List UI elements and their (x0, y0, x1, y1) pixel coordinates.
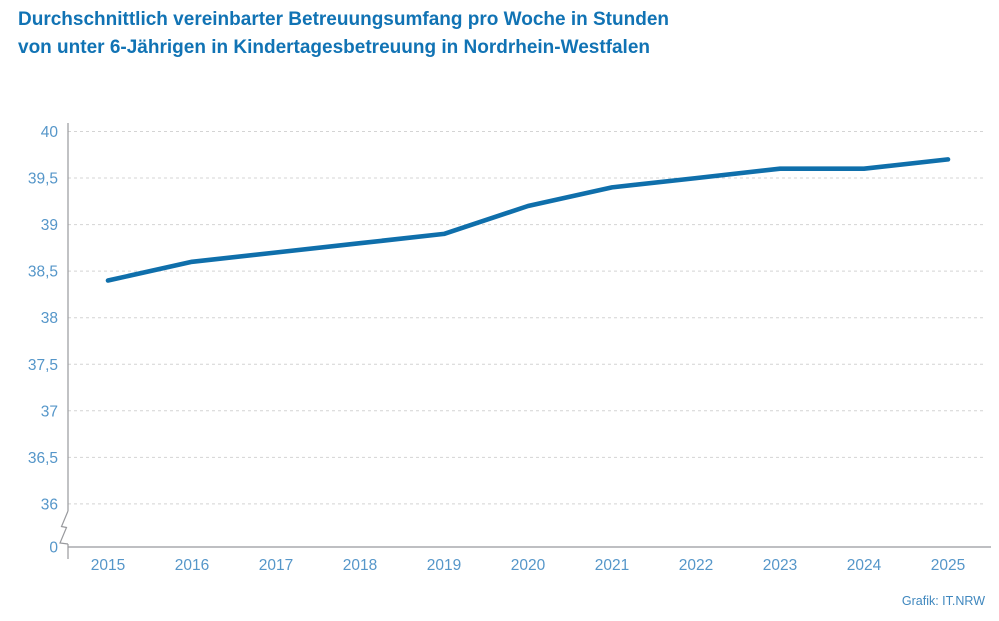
chart-title: Durchschnittlich vereinbarter Betreuungs… (18, 6, 669, 62)
chart-title-line1: Durchschnittlich vereinbarter Betreuungs… (18, 9, 670, 30)
y-tick-label: 37 (41, 403, 58, 420)
x-tick-label: 2016 (175, 557, 209, 574)
x-tick-label: 2017 (259, 557, 293, 574)
y-tick-label: 38 (41, 310, 58, 327)
x-tick-label: 2022 (679, 557, 713, 574)
y-tick-label: 39,5 (28, 171, 58, 188)
x-tick-label: 2018 (343, 557, 377, 574)
y-tick-label: 37,5 (28, 357, 58, 374)
axis-break-icon (59, 510, 69, 545)
x-tick-label: 2025 (931, 557, 965, 574)
y-tick-label: 40 (41, 124, 59, 141)
x-tick-label: 2024 (847, 557, 882, 574)
y-tick-label: 36,5 (28, 450, 58, 467)
x-tick-label: 2021 (595, 557, 629, 574)
chart-title-line2: von unter 6-Jährigen in Kindertagesbetre… (18, 37, 651, 58)
x-tick-label: 2020 (511, 557, 546, 574)
x-tick-label: 2015 (91, 557, 125, 574)
y-tick-label-zero: 0 (49, 540, 58, 557)
y-tick-label: 36 (41, 496, 58, 513)
x-tick-label: 2023 (763, 557, 797, 574)
x-tick-label: 2019 (427, 557, 461, 574)
y-tick-label: 39 (41, 217, 58, 234)
y-tick-label: 38,5 (28, 264, 58, 281)
chart-credit: Grafik: IT.NRW (901, 594, 985, 608)
data-line (105, 157, 951, 283)
